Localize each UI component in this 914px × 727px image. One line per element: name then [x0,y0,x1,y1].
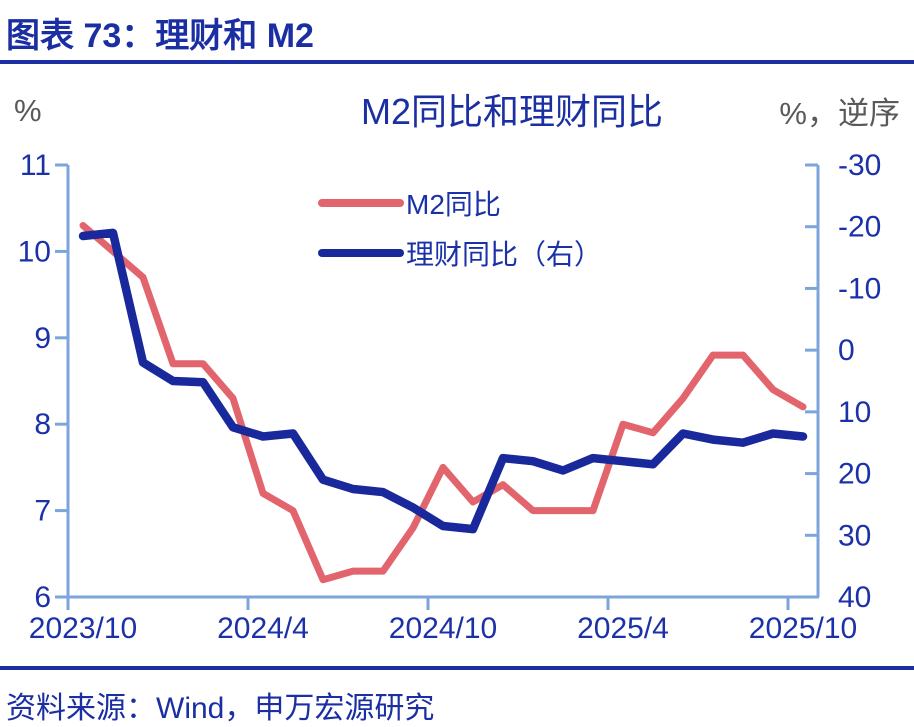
left-axis-tick-label: 10 [18,235,51,268]
chart-canvas: 11 10 9 8 7 6 -30 -20 -10 0 10 20 30 40 2023/10 2024/4 2… [14,91,900,645]
legend-item-wm: 理财同比（右） [318,239,602,270]
x-axis-tick-label: 2024/4 [217,612,309,645]
legend: M2同比 理财同比（右） [318,189,602,270]
right-axis-tick-label: 40 [838,581,871,614]
wm-series-line [78,228,808,534]
left-axis-unit: % [14,93,42,128]
right-axis-unit: %，逆序 [779,96,900,131]
header-divider [0,60,914,64]
right-axis-tick-label: -20 [838,211,881,244]
x-axis-tick-label: 2025/10 [749,612,857,645]
wm-legend-label: 理财同比（右） [406,239,602,270]
left-axis-tick-label: 11 [20,149,51,182]
left-axis-tick-label: 9 [34,322,51,355]
footer-divider [0,666,914,670]
source-note: 资料来源：Wind，申万宏源研究 [6,692,435,725]
m2-legend-label: M2同比 [406,189,501,220]
plot-area: 11 10 9 8 7 6 -30 -20 -10 0 10 20 30 40 2023/10 2024/4 2… [18,149,882,645]
x-axis-tick-label: 2023/10 [29,612,137,645]
m2-series-line [79,222,807,584]
left-axis-tick-label: 8 [34,408,51,441]
right-axis-tick-label: -10 [838,272,881,305]
chart-title: M2同比和理财同比 [361,91,663,132]
right-axis-tick-label: 30 [838,519,871,552]
left-axis-tick-label: 6 [34,581,51,614]
legend-item-m2: M2同比 [318,189,501,220]
figure-title: 图表 73：理财和 M2 [6,17,314,55]
right-axis-tick-label: 0 [838,334,855,367]
right-axis-tick-label: -30 [838,149,881,182]
x-axis-tick-label: 2024/10 [389,612,497,645]
left-axis-tick-label: 7 [34,495,51,528]
right-axis-tick-label: 10 [838,396,871,429]
right-axis-tick-label: 20 [838,458,871,491]
x-axis-tick-label: 2025/4 [577,612,669,645]
